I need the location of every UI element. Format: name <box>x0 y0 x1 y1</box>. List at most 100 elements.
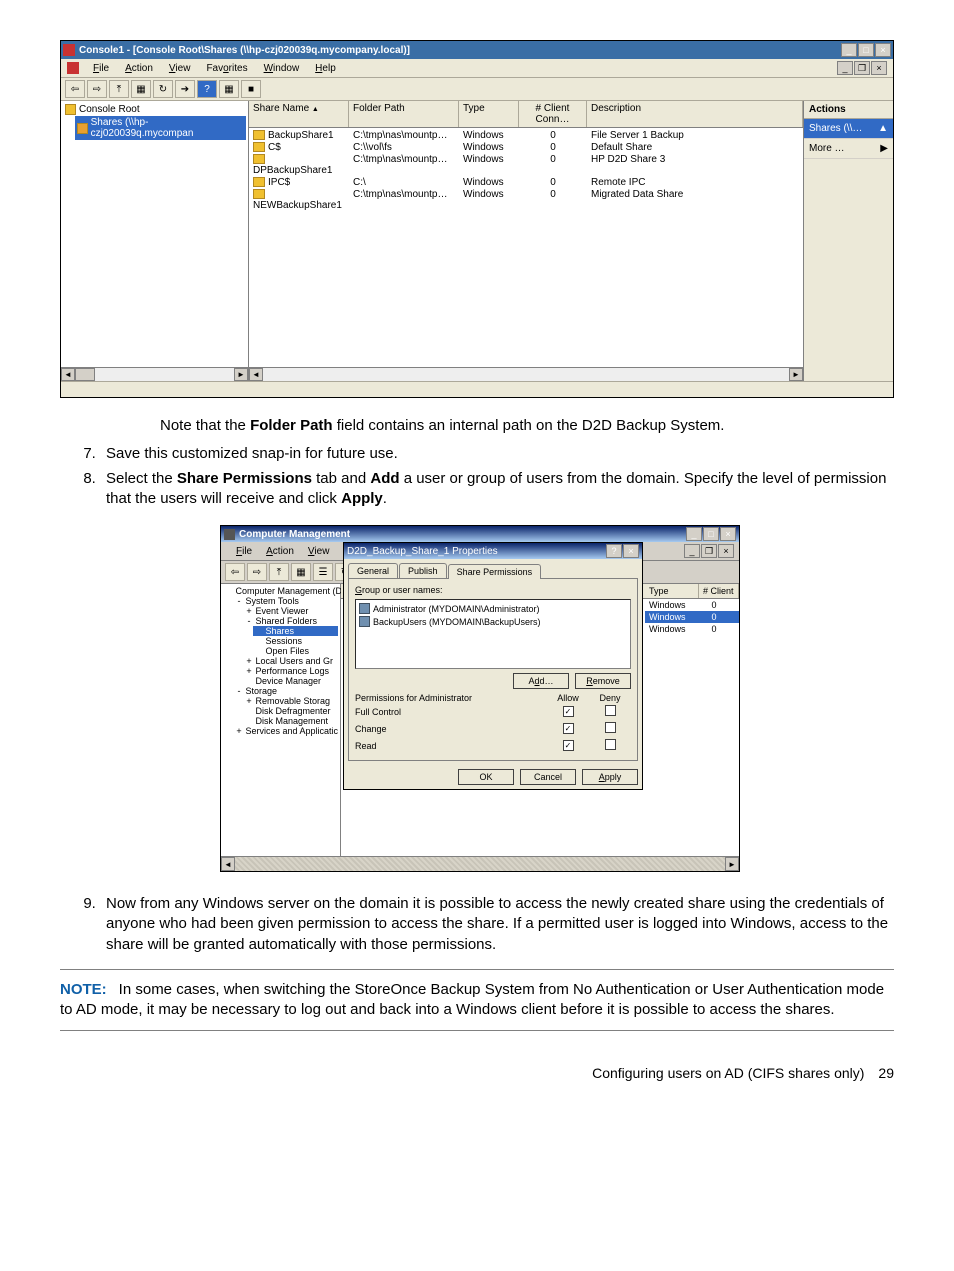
col-clients[interactable]: # Client Conn… <box>519 101 587 127</box>
step-7: Save this customized snap-in for future … <box>100 444 894 464</box>
scroll-thumb[interactable] <box>75 368 95 381</box>
tree-hscroll[interactable]: ◄ ► <box>61 367 248 381</box>
allow-checkbox[interactable]: ✓ <box>563 740 574 751</box>
scroll-left-button[interactable]: ◄ <box>61 368 75 381</box>
menu-file[interactable]: File <box>89 62 113 75</box>
cancel-button[interactable]: Cancel <box>520 769 576 785</box>
table-row[interactable]: NEWBackupShare1C:\tmp\nas\mountp…Windows… <box>249 189 803 212</box>
forward-button[interactable]: ⇨ <box>87 80 107 98</box>
col-description[interactable]: Description <box>587 101 803 127</box>
menu-action[interactable]: Action <box>262 545 298 558</box>
tree-node[interactable]: Disk Defragmenter <box>243 706 338 716</box>
deny-checkbox[interactable] <box>605 739 616 750</box>
menu-view[interactable]: View <box>304 545 334 558</box>
tree-node[interactable]: Shares <box>253 626 338 636</box>
allow-checkbox[interactable]: ✓ <box>563 723 574 734</box>
col-type[interactable]: Type <box>459 101 519 127</box>
scroll-right-button[interactable]: ► <box>789 368 803 381</box>
apply-button[interactable]: Apply <box>582 769 638 785</box>
user-item[interactable]: BackupUsers (MYDOMAIN\BackupUsers) <box>358 615 628 628</box>
scroll-left-button[interactable]: ◄ <box>249 368 263 381</box>
properties-button[interactable]: ☰ <box>313 563 333 581</box>
tab-share-permissions[interactable]: Share Permissions <box>448 564 542 579</box>
actions-more[interactable]: More … ▶ <box>804 139 893 159</box>
menu-window[interactable]: Window <box>260 62 304 75</box>
users-listbox[interactable]: Administrator (MYDOMAIN\Administrator)Ba… <box>355 599 631 669</box>
up-button[interactable]: ⤒ <box>269 563 289 581</box>
mdi-minimize-button[interactable]: _ <box>837 61 853 75</box>
maximize-button[interactable]: □ <box>858 43 874 57</box>
deny-checkbox[interactable] <box>605 705 616 716</box>
tree-node[interactable]: Device Manager <box>243 676 338 686</box>
user-item[interactable]: Administrator (MYDOMAIN\Administrator) <box>358 602 628 615</box>
scroll-right-button[interactable]: ► <box>725 857 739 871</box>
tree-console-root[interactable]: Console Root <box>63 103 246 116</box>
help-button[interactable]: ? <box>606 544 622 558</box>
mdi-minimize-button[interactable]: _ <box>684 544 700 558</box>
refresh-button[interactable]: ↻ <box>153 80 173 98</box>
table-row[interactable]: C$C:\\vol\fsWindows0Default Share <box>249 142 803 154</box>
table-row[interactable]: DPBackupShare1C:\tmp\nas\mountp…Windows0… <box>249 154 803 177</box>
tab-publish[interactable]: Publish <box>399 563 447 578</box>
list-hscroll[interactable]: ◄ ► <box>249 367 803 381</box>
permission-row: Read✓ <box>355 737 631 754</box>
tree-node[interactable]: - System Tools <box>233 596 338 606</box>
tree-node[interactable]: Computer Management (D <box>223 586 338 596</box>
up-button[interactable]: ⤒ <box>109 80 129 98</box>
menu-favorites[interactable]: Favorites <box>202 62 251 75</box>
tree-node[interactable]: + Removable Storag <box>243 696 338 706</box>
actions-shares[interactable]: Shares (\\…▲ <box>804 119 893 139</box>
menu-help[interactable]: Help <box>311 62 340 75</box>
ok-button[interactable]: OK <box>458 769 514 785</box>
back-button[interactable]: ⇦ <box>225 563 245 581</box>
tree-node[interactable]: + Performance Logs <box>243 666 338 676</box>
table-row[interactable]: Windows0 <box>645 623 739 635</box>
remove-button[interactable]: Remove <box>575 673 631 689</box>
close-button[interactable]: × <box>720 527 736 541</box>
tab-general[interactable]: General <box>348 563 398 578</box>
minimize-button[interactable]: _ <box>841 43 857 57</box>
new-share-button[interactable]: ■ <box>241 80 261 98</box>
close-button[interactable]: × <box>623 544 639 558</box>
menu-view[interactable]: View <box>165 62 195 75</box>
dialog-titlebar: D2D_Backup_Share_1 Properties ? × <box>344 543 642 559</box>
tree-node[interactable]: Disk Management <box>243 716 338 726</box>
tree-node[interactable]: - Shared Folders <box>243 616 338 626</box>
tree-shares[interactable]: Shares (\\hp-czj020039q.mycompan <box>75 116 246 140</box>
scroll-right-button[interactable]: ► <box>234 368 248 381</box>
mdi-restore-button[interactable]: ❐ <box>701 544 717 558</box>
add-button[interactable]: Add… <box>513 673 569 689</box>
table-row[interactable]: Windows0 <box>645 599 739 611</box>
menu-action[interactable]: Action <box>121 62 157 75</box>
scroll-left-button[interactable]: ◄ <box>221 857 235 871</box>
show-tree-button[interactable]: ▦ <box>291 563 311 581</box>
back-button[interactable]: ⇦ <box>65 80 85 98</box>
table-row[interactable]: IPC$C:\Windows0Remote IPC <box>249 177 803 189</box>
col-sharename[interactable]: Share Name ▲ <box>249 101 349 127</box>
col-client[interactable]: # Client <box>699 584 739 598</box>
col-type[interactable]: Type <box>645 584 699 598</box>
table-row[interactable]: Windows0 <box>645 611 739 623</box>
allow-checkbox[interactable]: ✓ <box>563 706 574 717</box>
col-folderpath[interactable]: Folder Path <box>349 101 459 127</box>
mdi-close-button[interactable]: × <box>718 544 734 558</box>
help-button[interactable]: ? <box>197 80 217 98</box>
tree-node[interactable]: + Event Viewer <box>243 606 338 616</box>
export-button[interactable]: ➔ <box>175 80 195 98</box>
maximize-button[interactable]: □ <box>703 527 719 541</box>
properties-button[interactable]: ▦ <box>219 80 239 98</box>
menu-file[interactable]: File <box>232 545 256 558</box>
close-button[interactable]: × <box>875 43 891 57</box>
show-tree-button[interactable]: ▦ <box>131 80 151 98</box>
minimize-button[interactable]: _ <box>686 527 702 541</box>
tree-node[interactable]: + Local Users and Gr <box>243 656 338 666</box>
tree-node[interactable]: Open Files <box>253 646 338 656</box>
tree-node[interactable]: Sessions <box>253 636 338 646</box>
tree-node[interactable]: + Services and Applicatic <box>233 726 338 736</box>
mdi-close-button[interactable]: × <box>871 61 887 75</box>
deny-checkbox[interactable] <box>605 722 616 733</box>
table-row[interactable]: BackupShare1C:\tmp\nas\mountp…Windows0Fi… <box>249 130 803 142</box>
mdi-restore-button[interactable]: ❐ <box>854 61 870 75</box>
forward-button[interactable]: ⇨ <box>247 563 267 581</box>
tree-node[interactable]: - Storage <box>233 686 338 696</box>
